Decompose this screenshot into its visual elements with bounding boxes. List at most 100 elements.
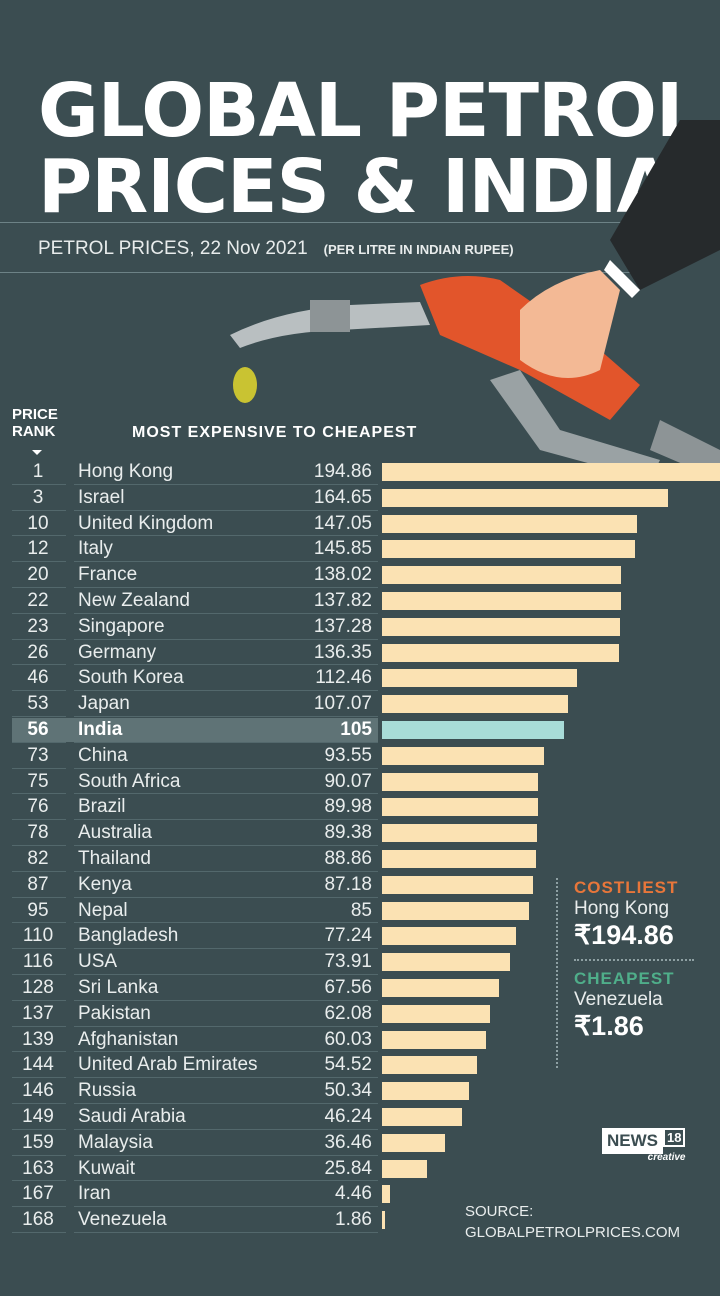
subtitle: PETROL PRICES, 22 Nov 2021 (PER LITRE IN … <box>38 238 514 260</box>
bar <box>382 849 537 868</box>
bar <box>382 1030 487 1049</box>
bar <box>382 540 635 559</box>
bar-row-saudi-arabia: 149 Saudi Arabia 46.24 <box>0 1104 720 1130</box>
rank-label: 22 <box>27 589 49 611</box>
row-divider <box>12 870 66 872</box>
bar-row-singapore: 23 Singapore 137.28 <box>0 614 720 640</box>
costliest-country: Hong Kong <box>574 898 670 919</box>
bar <box>382 927 516 946</box>
bar <box>382 591 622 610</box>
source-label: SOURCE: <box>465 1203 534 1220</box>
rank-label: 149 <box>22 1105 54 1127</box>
bar-row-nepal: 95 Nepal 85 <box>0 898 720 924</box>
value-label: 25.84 <box>324 1157 372 1179</box>
bar-row-india: 56 India 105 <box>0 717 720 743</box>
value-label: 60.03 <box>324 1028 372 1050</box>
row-divider <box>74 767 378 769</box>
row-divider <box>12 1128 66 1130</box>
bar <box>382 953 511 972</box>
country-label: Brazil <box>78 796 126 818</box>
row-divider <box>12 1051 66 1053</box>
value-label: 137.82 <box>313 589 372 611</box>
bar-row-italy: 12 Italy 145.85 <box>0 536 720 563</box>
row-divider <box>74 1180 378 1182</box>
row-divider <box>74 844 378 846</box>
value-label: 85 <box>350 899 372 921</box>
row-divider <box>12 509 66 511</box>
country-label: China <box>78 744 128 766</box>
bar-row-russia: 146 Russia 50.34 <box>0 1078 720 1104</box>
row-divider <box>74 664 378 666</box>
rank-label: 73 <box>27 744 49 766</box>
bar <box>382 1185 390 1204</box>
value-label: 77.24 <box>324 925 372 947</box>
row-divider <box>12 1180 66 1182</box>
rank-label: 137 <box>22 1002 54 1024</box>
row-divider <box>12 561 66 563</box>
row-divider <box>12 638 66 640</box>
row-divider <box>74 973 378 975</box>
bar <box>382 1107 463 1126</box>
rank-label: 10 <box>27 512 49 534</box>
unit-note: (PER LITRE IN INDIAN RUPEE) <box>323 242 514 257</box>
rank-label: 3 <box>32 486 44 508</box>
row-divider <box>74 509 378 511</box>
bar-row-malaysia: 159 Malaysia 36.46 <box>0 1130 720 1156</box>
rank-label: 78 <box>27 822 49 844</box>
rank-label: 26 <box>27 641 49 663</box>
value-label: 105 <box>340 718 372 740</box>
bar-row-south-africa: 75 South Africa 90.07 <box>0 769 720 795</box>
row-divider <box>74 483 378 485</box>
bar-row-germany: 26 Germany 136.35 <box>0 640 720 666</box>
source: SOURCE: GLOBALPETROLPRICES.COM <box>465 1201 680 1243</box>
country-label: Iran <box>78 1183 111 1205</box>
row-divider <box>12 922 66 924</box>
row-divider <box>12 819 66 821</box>
row-divider <box>74 1077 378 1079</box>
row-divider <box>12 1206 66 1208</box>
value-label: 46.24 <box>324 1105 372 1127</box>
country-label: South Africa <box>78 770 181 792</box>
sort-down-icon <box>32 450 42 455</box>
source-url: GLOBALPETROLPRICES.COM <box>465 1224 681 1241</box>
bar <box>382 643 619 662</box>
logo-tag: creative <box>647 1152 686 1163</box>
value-label: 194.86 <box>313 461 372 482</box>
bar-row-bangladesh: 110 Bangladesh 77.24 <box>0 923 720 950</box>
value-label: 73.91 <box>324 951 372 973</box>
bar <box>382 695 568 714</box>
divider <box>0 222 640 223</box>
row-divider <box>74 819 378 821</box>
bar <box>382 1056 477 1075</box>
row-divider <box>12 483 66 485</box>
bar-row-kenya: 87 Kenya 87.18 <box>0 872 720 898</box>
row-divider <box>12 586 66 588</box>
bar-row-brazil: 76 Brazil 89.98 <box>0 794 720 821</box>
bar-row-iran: 167 Iran 4.46 <box>0 1181 720 1208</box>
row-divider <box>12 793 66 795</box>
country-label: Japan <box>78 693 130 715</box>
bar <box>382 720 565 739</box>
rank-label: 75 <box>27 770 49 792</box>
rank-label: 167 <box>22 1183 54 1205</box>
bar <box>382 824 538 843</box>
country-label: Kenya <box>78 873 132 895</box>
country-label: Singapore <box>78 615 165 637</box>
summary-panel: COSTLIEST Hong Kong ₹194.86 CHEAPEST Ven… <box>556 878 696 1068</box>
subtitle-text: PETROL PRICES, 22 Nov 2021 <box>38 238 308 259</box>
rank-label: 12 <box>27 538 49 560</box>
row-divider <box>74 999 378 1001</box>
value-label: 107.07 <box>313 693 372 715</box>
bar <box>382 746 545 765</box>
row-divider <box>74 715 378 717</box>
rank-label: 144 <box>22 1054 54 1076</box>
rank-label: 82 <box>27 847 49 869</box>
bar <box>382 669 578 688</box>
value-label: 4.46 <box>335 1183 372 1205</box>
value-label: 137.28 <box>313 615 372 637</box>
country-label: Australia <box>78 822 152 844</box>
country-label: Nepal <box>78 899 128 921</box>
bar-row-thailand: 82 Thailand 88.86 <box>0 846 720 872</box>
row-divider <box>74 1051 378 1053</box>
bar <box>382 875 534 894</box>
